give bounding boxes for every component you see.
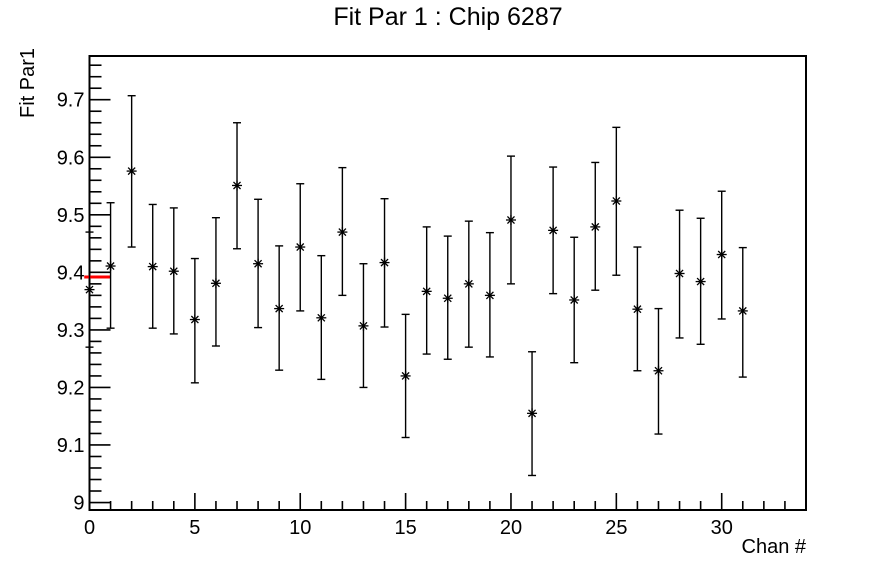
y-tick-label: 9.6 — [57, 147, 85, 169]
data-point-marker — [674, 268, 685, 279]
data-point-marker — [716, 249, 727, 260]
y-tick-label: 9.3 — [57, 320, 85, 342]
x-tick-label: 20 — [500, 517, 522, 539]
data-point-marker — [400, 370, 411, 381]
data-point-marker — [569, 294, 580, 305]
data-point-marker — [695, 276, 706, 287]
error-bars — [85, 95, 747, 477]
x-axis-ticks: 0 5 10 15 20 25 30 — [84, 493, 807, 539]
data-point-marker — [358, 320, 369, 331]
data-point-marker — [590, 221, 601, 232]
x-tick-label: 10 — [289, 517, 311, 539]
data-point-marker — [316, 312, 327, 323]
data-point-marker — [274, 303, 285, 314]
data-point-marker — [210, 278, 221, 289]
data-point-marker — [527, 408, 538, 419]
data-point-marker — [653, 365, 664, 376]
data-point-marker — [84, 284, 95, 295]
data-point-marker — [189, 314, 200, 325]
data-point-marker — [232, 180, 243, 191]
x-tick-label: 15 — [394, 517, 416, 539]
data-point-marker — [147, 261, 158, 272]
x-tick-label: 0 — [84, 517, 95, 539]
data-point-marker — [548, 225, 559, 236]
data-point-marker — [611, 196, 622, 207]
data-point-marker — [295, 242, 306, 253]
y-tick-label: 9 — [73, 493, 84, 515]
y-tick-label: 9.5 — [57, 205, 85, 227]
y-tick-label: 9.4 — [57, 262, 85, 284]
data-markers — [84, 166, 748, 419]
x-axis-title: Chan # — [741, 536, 807, 558]
chart-title: Fit Par 1 : Chip 6287 — [333, 3, 563, 31]
x-tick-label: 30 — [711, 517, 733, 539]
data-point-marker — [168, 266, 179, 277]
data-point-marker — [105, 261, 116, 272]
y-tick-label: 9.7 — [57, 90, 85, 112]
data-point-marker — [484, 290, 495, 301]
data-point-marker — [442, 293, 453, 304]
data-point-marker — [505, 214, 516, 225]
data-point-marker — [379, 257, 390, 268]
data-point-marker — [463, 278, 474, 289]
data-point-marker — [337, 227, 348, 238]
data-point-marker — [421, 286, 432, 297]
data-point-marker — [632, 304, 643, 315]
data-point-marker — [253, 258, 264, 269]
y-tick-label: 9.2 — [57, 377, 85, 399]
x-tick-label: 25 — [605, 517, 627, 539]
data-point-marker — [126, 166, 137, 177]
y-tick-label: 9.1 — [57, 435, 85, 457]
y-axis-ticks: 9 9.1 9.2 9.3 9.4 9.5 9.6 9.7 — [57, 64, 111, 515]
data-point-marker — [737, 305, 748, 316]
x-tick-label: 5 — [189, 517, 200, 539]
